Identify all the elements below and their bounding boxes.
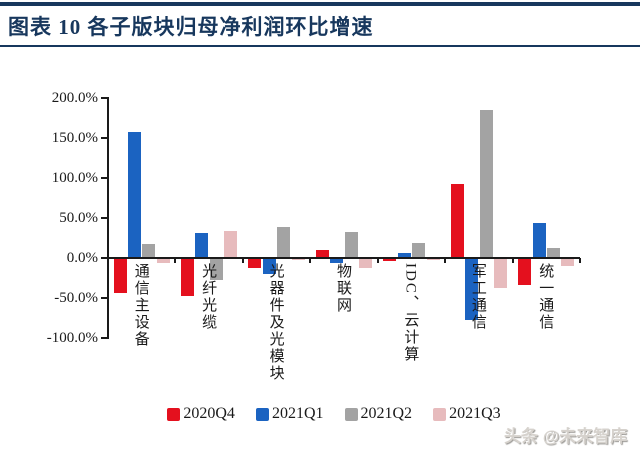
y-axis-label--50: -50.0% [54,290,98,306]
y-axis-tick-100 [101,177,108,179]
x-axis-tick-4 [376,258,379,263]
bar-2021Q2-cat2 [277,226,291,258]
chart-title: 图表 10 各子版块归母净利润环比增速 [8,15,374,39]
x-axis-tick-5 [444,258,447,263]
y-axis-label--100: -100.0% [46,330,98,346]
legend-item-2021Q2: 2021Q2 [344,405,413,423]
y-axis-line [107,97,109,339]
y-axis-tick--100 [101,337,108,339]
bar-2021Q1-cat1 [195,233,209,258]
x-axis-tick-7 [579,258,581,263]
category-label-6: 统一通信 [537,263,554,331]
y-axis-label-50: 50.0% [59,210,98,226]
bar-2021Q2-cat0 [142,243,156,258]
bar-2021Q3-cat3 [359,258,373,269]
y-axis-label-150: 150.0% [51,130,98,146]
bar-2020Q4-cat1 [181,258,195,296]
legend-label-2021Q1: 2021Q1 [271,405,324,422]
category-label-5: 军工通信 [469,263,486,331]
category-label-3: 物联网 [335,263,351,314]
bar-2020Q4-cat2 [248,258,262,269]
x-axis-tick-6 [511,258,514,263]
bar-2020Q4-cat6 [518,258,532,286]
bar-2021Q3-cat6 [561,258,575,266]
legend-swatch-2021Q3 [433,407,447,421]
chart-legend: 2020Q4 2021Q1 2021Q2 2021Q3 [98,405,570,423]
y-axis-label-0: 0.0% [66,250,98,266]
x-axis-tick-1 [174,258,177,263]
legend-label-2021Q3: 2021Q3 [449,405,501,422]
bar-2021Q2-cat4 [412,242,426,258]
category-label-4: IDC、云计算 [402,263,419,363]
y-axis-label-200: 200.0% [51,90,98,106]
legend-item-2020Q4: 2020Q4 [167,405,235,423]
bar-2021Q1-cat2 [262,258,276,274]
watermark: 头条 @未来智库 [504,427,628,446]
legend-swatch-2021Q1 [255,407,269,421]
bar-2021Q2-cat5 [479,110,493,258]
bar-2020Q4-cat4 [383,258,397,262]
bar-2020Q4-cat5 [450,184,464,258]
top-rule [0,2,640,6]
bar-2021Q3-cat0 [156,258,170,263]
legend-swatch-2021Q2 [344,407,358,421]
bar-2021Q2-cat6 [546,247,560,258]
bar-2021Q1-cat4 [397,253,411,258]
category-label-0: 通信主设备 [132,263,149,348]
x-axis-tick-0 [107,258,109,263]
y-axis-tick--50 [101,297,108,299]
legend-swatch-2020Q4 [167,407,181,421]
category-label-1: 光纤光缆 [200,263,217,331]
title-rule [0,45,640,47]
bar-2021Q3-cat2 [291,258,305,261]
category-label-2: 光器件及光模块 [267,263,284,382]
x-axis-tick-2 [241,258,244,263]
bar-2021Q1-cat3 [330,258,344,263]
bar-2021Q2-cat1 [209,258,223,280]
legend-label-2021Q2: 2021Q2 [360,405,413,422]
x-axis-zero-line [108,257,580,259]
legend-item-2021Q1: 2021Q1 [255,405,324,423]
y-axis-tick-150 [101,137,108,139]
x-axis-tick-3 [309,258,312,263]
y-axis-tick-50 [101,217,108,219]
bar-2021Q1-cat6 [532,222,546,258]
bar-2020Q4-cat0 [113,258,127,294]
legend-item-2021Q3: 2021Q3 [433,405,501,423]
y-axis-tick-200 [101,97,108,99]
bar-2021Q3-cat1 [224,230,238,258]
bar-2020Q4-cat3 [315,250,329,258]
bar-2021Q3-cat5 [493,258,507,289]
y-axis-label-100: 100.0% [51,170,98,186]
bar-2021Q1-cat5 [465,258,479,320]
bar-2021Q1-cat0 [128,132,141,258]
bar-2021Q2-cat3 [344,231,358,258]
legend-label-2020Q4: 2020Q4 [183,405,235,422]
y-axis-tick-0 [101,257,108,259]
